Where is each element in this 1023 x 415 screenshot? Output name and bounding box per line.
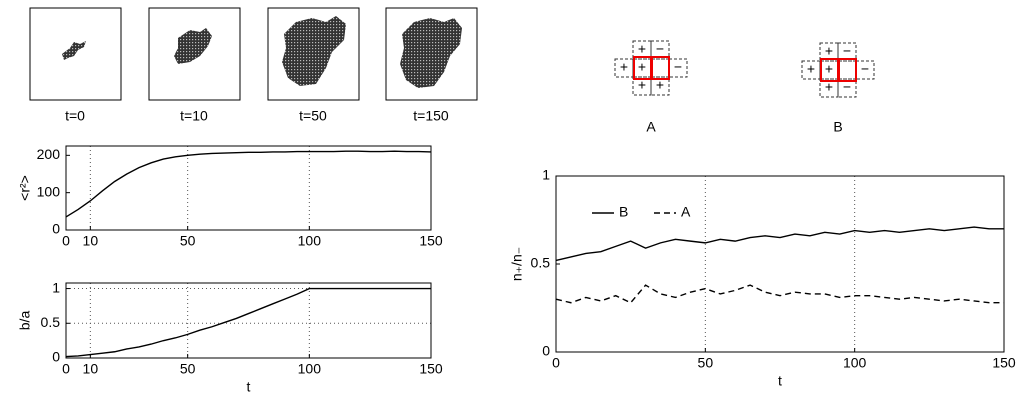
y-tick-label: 0.5	[531, 255, 551, 271]
plot-frame	[555, 175, 1005, 353]
sign: +	[825, 61, 833, 77]
dashed-cell	[837, 42, 857, 62]
y-tick-label: 1	[52, 279, 60, 295]
sign: +	[656, 77, 664, 93]
snapshot-label: t=150	[413, 108, 449, 124]
dashed-cell	[650, 40, 670, 60]
dashed-cell	[837, 60, 857, 80]
red-cell	[651, 56, 670, 80]
data-line	[65, 150, 432, 218]
chart: 0 10 50 100 150 0 100 200<r²>	[17, 145, 443, 249]
x-tick-label: 150	[992, 355, 1016, 371]
y-tick-label: 200	[37, 146, 61, 162]
sign: −	[861, 61, 869, 77]
sign: −	[843, 79, 851, 95]
chart: 0 10 50 100 150 0 0.5 1 b/a t	[17, 279, 443, 394]
x-tick-label: 10	[83, 233, 99, 249]
plot-frame	[65, 282, 432, 359]
sign: +	[825, 43, 833, 59]
sign: +	[807, 61, 815, 77]
red-cell	[838, 58, 857, 82]
x-tick-label: 10	[83, 361, 99, 377]
x-tick-label: 150	[419, 233, 443, 249]
chart: 0 50 100 150 0 0.5 1 n₊/n₋ t B A	[509, 167, 1016, 389]
sign: −	[656, 41, 664, 57]
dashed-cell	[650, 76, 670, 96]
y-tick-label: 0	[52, 349, 60, 365]
x-tick-label: 50	[180, 361, 196, 377]
diagram-label: B	[833, 119, 842, 135]
x-tick-label: 100	[298, 233, 322, 249]
x-axis-label: t	[778, 373, 782, 389]
blob	[62, 41, 86, 60]
y-tick-label: 100	[37, 183, 61, 199]
snapshot-label: t=0	[65, 108, 85, 124]
diagram-label: A	[646, 119, 656, 135]
x-tick-label: 100	[843, 355, 867, 371]
data-line	[555, 284, 1004, 304]
x-tick-label: 50	[180, 233, 196, 249]
snapshot-label: t=50	[299, 108, 327, 124]
x-tick-label: 0	[62, 361, 70, 377]
blob	[282, 16, 346, 86]
snapshot-frame	[148, 7, 241, 101]
plot-frame	[65, 145, 432, 231]
legend-label: A	[681, 204, 691, 220]
y-axis-label: <r²>	[17, 175, 33, 201]
x-tick-label: 0	[552, 355, 560, 371]
sign: −	[843, 43, 851, 59]
y-tick-label: 1	[542, 167, 550, 183]
sign: +	[638, 59, 646, 75]
x-tick-label: 0	[62, 233, 70, 249]
y-tick-label: 0	[542, 343, 550, 359]
x-tick-label: 100	[298, 361, 322, 377]
dashed-cell	[837, 78, 857, 98]
sign: +	[638, 41, 646, 57]
data-line	[555, 226, 1004, 262]
snapshot-label: t=10	[180, 108, 208, 124]
snapshot-frame	[385, 7, 478, 101]
data-line	[65, 287, 431, 358]
sign: +	[825, 79, 833, 95]
y-tick-label: 0	[52, 221, 60, 237]
snapshot-frame	[267, 7, 360, 101]
x-tick-label: 50	[698, 355, 714, 371]
blob	[400, 18, 462, 88]
snapshots	[29, 7, 478, 101]
x-tick-label: 150	[419, 361, 443, 377]
y-axis-label: b/a	[17, 311, 33, 331]
sign: +	[620, 59, 628, 75]
x-axis-label: t	[247, 379, 251, 395]
legend-label: B	[619, 204, 628, 220]
snapshot-frame	[29, 7, 122, 101]
sign: −	[674, 59, 682, 75]
dashed-cell	[650, 58, 670, 78]
y-tick-label: 0.5	[41, 314, 61, 330]
y-axis-label: n₊/n₋	[509, 247, 525, 281]
sign: +	[638, 77, 646, 93]
blob	[174, 28, 212, 64]
